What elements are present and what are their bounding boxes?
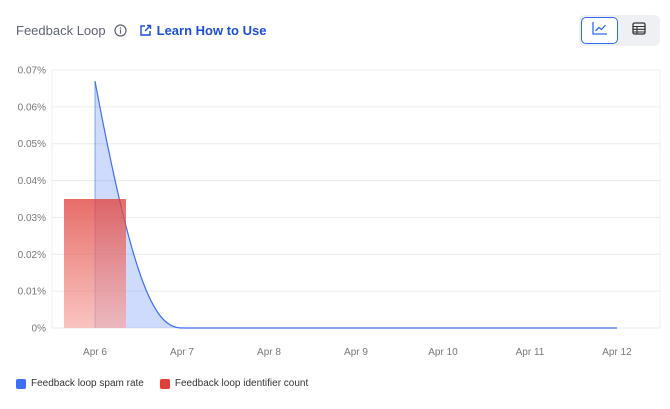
x-tick-label: Apr 7 xyxy=(170,347,194,358)
x-tick-label: Apr 11 xyxy=(516,347,545,358)
learn-how-to-use-link[interactable]: Learn How to Use xyxy=(139,23,267,38)
chart-view-button[interactable] xyxy=(581,17,618,44)
y-tick-label: 0.07% xyxy=(18,66,46,77)
table-icon xyxy=(632,22,646,40)
y-tick-label: 0.01% xyxy=(18,287,46,298)
y-tick-label: 0% xyxy=(32,324,47,335)
x-tick-label: Apr 9 xyxy=(344,347,368,358)
info-icon[interactable] xyxy=(114,24,127,37)
identifier-count-bar[interactable] xyxy=(64,199,126,328)
y-tick-label: 0.04% xyxy=(18,176,46,187)
table-view-button[interactable] xyxy=(620,17,657,44)
y-tick-label: 0.03% xyxy=(18,213,46,224)
chart-legend: Feedback loop spam rate Feedback loop id… xyxy=(16,378,324,389)
feedback-loop-chart: 0.07% 0.06% 0.05% 0.04% 0.03% 0.02% 0.01% 0% Ap… xyxy=(0,55,670,369)
view-toggle xyxy=(579,15,660,46)
x-tick-label: Apr 10 xyxy=(428,347,458,358)
x-tick-label: Apr 12 xyxy=(602,347,632,358)
legend-label: Feedback loop spam rate xyxy=(31,378,144,389)
legend-swatch xyxy=(16,379,26,389)
legend-label: Feedback loop identifier count xyxy=(175,378,308,389)
chart-header: Feedback Loop Learn How to Use xyxy=(16,18,266,42)
y-tick-label: 0.06% xyxy=(18,102,46,113)
legend-item-spam-rate[interactable]: Feedback loop spam rate xyxy=(16,378,144,389)
x-tick-label: Apr 6 xyxy=(83,347,107,358)
line-chart-icon xyxy=(592,21,608,40)
page-title: Feedback Loop xyxy=(16,23,106,38)
external-link-icon xyxy=(139,24,152,37)
legend-swatch xyxy=(160,379,170,389)
legend-item-identifier-count[interactable]: Feedback loop identifier count xyxy=(160,378,308,389)
learn-link-label: Learn How to Use xyxy=(157,23,267,38)
x-tick-label: Apr 8 xyxy=(257,347,281,358)
y-tick-label: 0.02% xyxy=(18,250,46,261)
y-tick-label: 0.05% xyxy=(18,139,46,150)
